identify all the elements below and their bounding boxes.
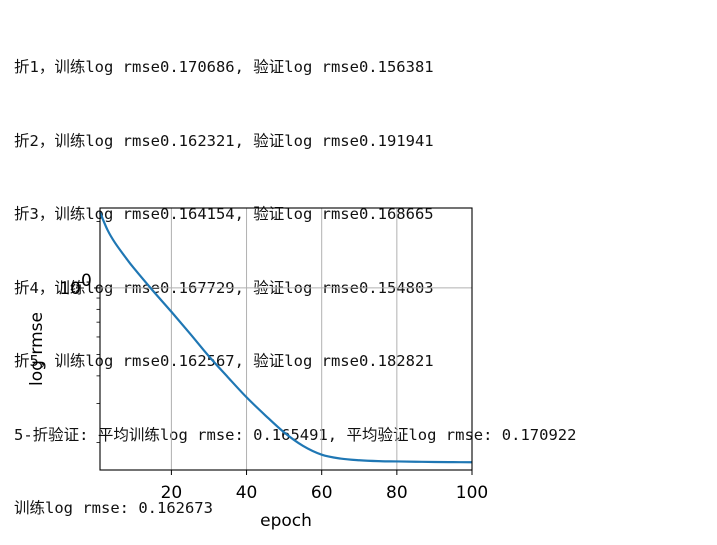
log-line: 折3，训练log rmse0.164154, 验证log rmse0.16866… [14, 205, 434, 223]
axis-labels: epoch log rmse [27, 312, 312, 531]
plot-frame [99, 207, 473, 471]
series-line-train [98, 211, 473, 464]
x-axis-label: epoch [260, 511, 312, 531]
grid-lines [100, 208, 473, 470]
x-tick-label: 100 [456, 483, 488, 503]
axis-ticks: 20 40 60 80 100 10 0 [59, 221, 488, 503]
log-line: 5-折验证: 平均训练log rmse: 0.165491, 平均验证log r… [14, 425, 577, 444]
x-tick-label: 80 [386, 483, 408, 503]
log-line: 训练log rmse: 0.162673 [14, 499, 213, 517]
log-line: 折5，训练log rmse0.162567, 验证log rmse0.18282… [14, 352, 434, 370]
x-tick-label: 60 [311, 483, 333, 503]
x-tick-label: 20 [161, 483, 183, 503]
y-tick-exponent: 0 [81, 271, 92, 291]
log-line: 折2，训练log rmse0.162321, 验证log rmse0.19194… [14, 131, 434, 150]
x-tick-label: 40 [236, 483, 258, 503]
y-axis-label: log rmse [27, 312, 47, 386]
log-line: 折1，训练log rmse0.170686, 验证log rmse0.15638… [14, 58, 434, 76]
y-tick-label: 10 [59, 279, 81, 299]
